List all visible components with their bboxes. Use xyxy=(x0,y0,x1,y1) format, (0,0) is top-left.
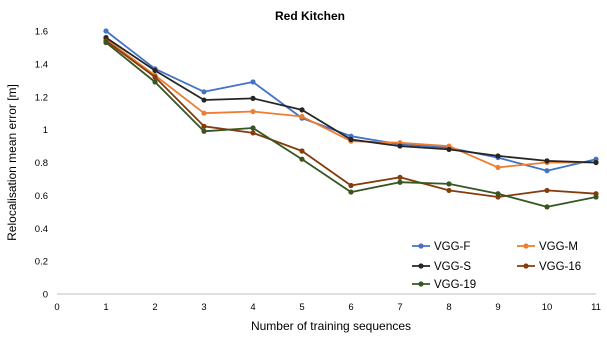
y-tick-label: 0.6 xyxy=(35,191,48,202)
legend-label: VGG-S xyxy=(434,261,471,273)
x-tick-label: 7 xyxy=(397,302,402,313)
data-point xyxy=(544,168,550,174)
y-tick-label: 1.6 xyxy=(35,27,48,38)
x-tick-label: 5 xyxy=(299,302,304,313)
data-point xyxy=(250,79,256,85)
data-point xyxy=(250,108,256,115)
series-vgg-s xyxy=(103,34,599,166)
y-tick-labels: 0 0.2 0.4 0.6 0.8 1 1.2 1.4 1.6 xyxy=(35,27,48,301)
series-line xyxy=(105,40,597,198)
data-point xyxy=(397,143,403,149)
x-tick-labels: 0 1 2 3 4 5 6 7 8 9 10 11 xyxy=(54,302,601,313)
x-axis-label: Number of training sequences xyxy=(251,319,411,333)
data-point xyxy=(152,74,158,80)
data-point xyxy=(544,204,550,210)
legend-label: VGG-16 xyxy=(539,261,581,273)
data-point xyxy=(103,28,109,34)
legend-swatch-marker xyxy=(418,243,424,249)
data-point xyxy=(397,174,403,180)
data-point xyxy=(201,110,207,116)
data-point xyxy=(544,187,550,194)
series-vgg-m xyxy=(103,36,599,171)
y-tick-label: 0.4 xyxy=(35,224,48,235)
x-tick-label: 0 xyxy=(54,302,59,313)
data-point xyxy=(201,97,207,103)
data-point xyxy=(250,95,256,101)
data-point xyxy=(544,158,550,164)
legend-label: VGG-M xyxy=(539,241,578,253)
data-point xyxy=(348,189,354,195)
y-axis-label: Relocalisation mean error [m] xyxy=(5,84,19,241)
y-tick-label: 0.8 xyxy=(35,158,48,169)
x-tick-label: 10 xyxy=(542,302,553,313)
data-point xyxy=(446,181,452,187)
series-line xyxy=(105,36,597,164)
x-tick-label: 1 xyxy=(103,302,108,313)
legend: VGG-F VGG-M VGG-S VGG-16 VGG-19 xyxy=(412,241,581,291)
data-point xyxy=(201,89,207,95)
data-point xyxy=(250,125,256,131)
x-tick-label: 11 xyxy=(591,302,601,313)
y-tick-label: 0 xyxy=(43,290,48,301)
data-point xyxy=(593,194,599,200)
data-point xyxy=(299,113,305,120)
data-point xyxy=(201,128,207,134)
chart-title: Red Kitchen xyxy=(275,9,345,23)
data-point xyxy=(348,182,354,189)
x-tick-label: 4 xyxy=(250,302,255,313)
legend-item: VGG-16 xyxy=(517,261,581,273)
legend-swatch-marker xyxy=(523,243,529,249)
legend-swatch-marker xyxy=(523,263,529,269)
legend-swatch-marker xyxy=(418,263,424,269)
data-point xyxy=(299,148,305,154)
data-point xyxy=(446,187,452,194)
series-layer xyxy=(103,28,599,210)
x-tick-label: 3 xyxy=(201,302,206,313)
legend-item: VGG-M xyxy=(517,241,578,253)
series-line xyxy=(105,38,596,169)
legend-item: VGG-F xyxy=(412,241,470,253)
data-point xyxy=(152,67,158,74)
data-point xyxy=(495,164,501,171)
legend-label: VGG-19 xyxy=(434,279,476,291)
data-point xyxy=(397,179,403,185)
x-tick-label: 9 xyxy=(495,302,500,313)
data-point xyxy=(495,191,501,197)
data-point xyxy=(446,146,452,152)
y-tick-label: 1.4 xyxy=(35,59,48,70)
data-point xyxy=(250,130,256,136)
data-point xyxy=(201,123,207,129)
data-point xyxy=(348,136,354,143)
legend-swatch-marker xyxy=(418,281,424,287)
series-vgg-16 xyxy=(103,38,599,200)
x-tick-label: 2 xyxy=(152,302,157,313)
data-point xyxy=(593,159,599,166)
legend-item: VGG-S xyxy=(412,261,471,273)
data-point xyxy=(152,79,158,85)
series-line xyxy=(105,41,597,208)
data-point xyxy=(495,153,501,159)
x-tick-label: 6 xyxy=(348,302,353,313)
y-tick-label: 0.2 xyxy=(35,257,48,268)
data-point xyxy=(299,156,305,162)
data-point xyxy=(103,39,109,46)
y-tick-label: 1.2 xyxy=(35,92,48,103)
series-vgg-19 xyxy=(103,39,599,210)
x-tick-label: 8 xyxy=(446,302,451,313)
legend-item: VGG-19 xyxy=(412,279,476,291)
legend-label: VGG-F xyxy=(434,241,470,253)
y-tick-label: 1 xyxy=(43,125,48,136)
data-point xyxy=(299,107,305,113)
